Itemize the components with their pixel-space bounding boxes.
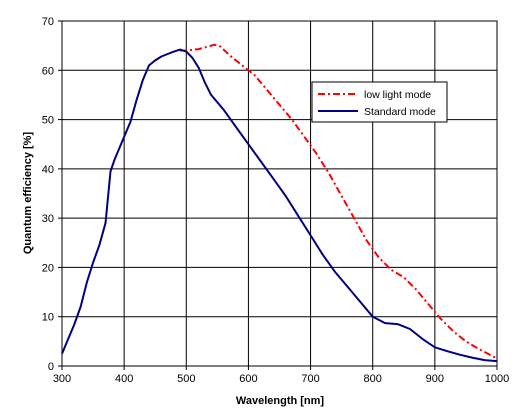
series-layer <box>61 43 498 363</box>
x-tick-label: 500 <box>177 373 195 385</box>
x-tick-label: 300 <box>53 373 71 385</box>
y-tick-label: 40 <box>42 164 54 176</box>
y-tick-label: 50 <box>42 115 54 127</box>
x-tick-label: 1000 <box>485 373 509 385</box>
plot-area-frame <box>61 20 498 367</box>
y-tick-label: 70 <box>42 16 54 28</box>
y-axis-title: Quantum efficiency [%] <box>22 132 34 255</box>
y-axis-ticks: 0 10 20 30 40 50 60 70 <box>42 16 62 373</box>
legend-box <box>311 81 448 123</box>
legend: low light mode Standard mode <box>311 81 448 123</box>
x-tick-label: 900 <box>426 373 444 385</box>
x-tick-label: 800 <box>364 373 382 385</box>
y-tick-label: 0 <box>48 361 54 373</box>
series-line-low-light-mode <box>180 43 498 360</box>
y-tick-label: 10 <box>42 312 54 324</box>
y-tick-label: 30 <box>42 213 54 225</box>
y-tick-label: 20 <box>42 262 54 274</box>
series-line-standard-mode <box>61 48 498 363</box>
x-tick-label: 600 <box>239 373 257 385</box>
legend-label-low-light-mode: low light mode <box>364 89 431 101</box>
x-axis-ticks: 300 400 500 600 700 800 900 1000 <box>53 366 509 385</box>
legend-label-standard-mode: Standard mode <box>364 106 436 118</box>
x-axis-title: Wavelength [nm] <box>236 395 325 407</box>
x-tick-label: 400 <box>115 373 133 385</box>
y-tick-label: 60 <box>42 65 54 77</box>
grid-lines <box>62 21 497 366</box>
x-tick-label: 700 <box>301 373 319 385</box>
